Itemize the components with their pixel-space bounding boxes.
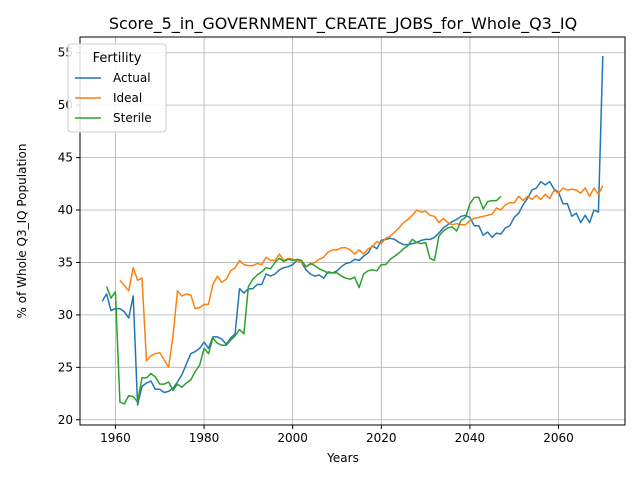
x-tick-label: 2060 (543, 431, 574, 445)
plot-frame (79, 36, 626, 426)
series-line-sterile (105, 195, 502, 405)
x-tick-label: 1980 (189, 431, 220, 445)
y-tick-label: 45 (58, 151, 73, 165)
x-axis-label: Years (326, 451, 359, 465)
y-tick-label: 40 (58, 203, 73, 217)
y-tick-label: 20 (58, 413, 73, 427)
y-tick-label: 35 (58, 255, 73, 269)
legend-label-actual: Actual (113, 71, 151, 85)
legend-box (67, 43, 167, 133)
series-line-actual (101, 55, 604, 406)
x-tick-label: 2000 (277, 431, 308, 445)
chart-title: Score_5_in_GOVERNMENT_CREATE_JOBS_for_Wh… (109, 14, 577, 34)
legend-title: Fertility (93, 51, 142, 66)
y-axis-label: % of Whole Q3_IQ Population (15, 144, 29, 319)
x-tick-label: 1960 (100, 431, 131, 445)
legend-label-ideal: Ideal (113, 91, 142, 105)
series-layer (101, 55, 604, 406)
x-tick-label: 2040 (455, 431, 486, 445)
x-axis: 1960 1980 2000 2020 2040 2060 (100, 425, 574, 445)
y-tick-label: 30 (58, 308, 73, 322)
grid (80, 37, 625, 425)
legend: Fertility Actual Ideal Sterile (67, 43, 167, 133)
y-tick-label: 25 (58, 360, 73, 374)
legend-label-sterile: Sterile (113, 111, 152, 125)
series-line-ideal (119, 185, 604, 369)
x-tick-label: 2020 (366, 431, 397, 445)
